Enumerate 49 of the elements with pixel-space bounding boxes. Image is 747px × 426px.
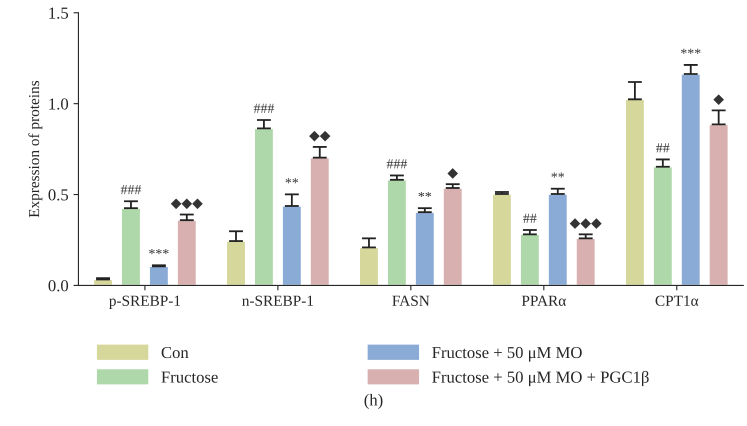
annotation: ###: [386, 159, 408, 168]
x-tick-label: PPARα: [522, 296, 566, 306]
bar: [226, 240, 246, 286]
bar: [176, 219, 198, 286]
annotation: **: [552, 172, 564, 178]
annotation: **: [286, 178, 298, 184]
text: (h): [364, 394, 382, 409]
bar: [680, 73, 702, 286]
y-tick-label: 1.5: [49, 8, 68, 19]
annotation: ◆◆: [309, 130, 330, 142]
bar: [309, 156, 330, 286]
annotation: **: [418, 192, 432, 198]
legend-label: Fructose + 50 μM MO + PGC1β: [432, 370, 649, 386]
bar: [652, 166, 674, 286]
bar: [492, 193, 512, 286]
bar: [120, 207, 142, 286]
y-tick-label: 1.0: [49, 98, 68, 110]
x-tick-label: FASN: [392, 296, 430, 306]
bar: [386, 179, 408, 286]
x-tick-label: CPT1α: [656, 296, 698, 306]
y-tick-label: 0.5: [48, 189, 68, 201]
legend-label: Con: [162, 346, 188, 358]
annotation: ##: [656, 143, 670, 152]
bar: [148, 266, 170, 286]
legend-label: Fructose: [161, 372, 218, 383]
annotation: ◆◆◆: [570, 218, 602, 229]
y-axis-title: Expression of proteins: [28, 80, 42, 218]
y-tick-label: 0.0: [48, 280, 68, 292]
annotation: ◆: [447, 168, 458, 179]
bar: [282, 205, 302, 286]
annotation: ***: [681, 48, 700, 54]
bar: [358, 246, 380, 286]
bar: [547, 193, 568, 286]
bar: [624, 98, 646, 286]
bar: [442, 187, 464, 286]
annotation: ◆: [713, 94, 724, 105]
bar: [254, 128, 274, 286]
annotation: ###: [254, 104, 274, 113]
legend-label: Fructose + 50 μM MO: [432, 346, 582, 362]
annotation: ###: [120, 185, 142, 194]
bar: [575, 238, 596, 286]
x-tick-label: p-SREBP-1: [109, 296, 180, 309]
bar: [708, 124, 729, 286]
x-tick-label: n-SREBP-1: [242, 296, 314, 306]
bar: [520, 234, 540, 286]
annotation: ##: [523, 214, 537, 223]
bar: [414, 211, 436, 286]
annotation: ◆◆◆: [170, 198, 203, 210]
annotation: ***: [149, 249, 169, 254]
